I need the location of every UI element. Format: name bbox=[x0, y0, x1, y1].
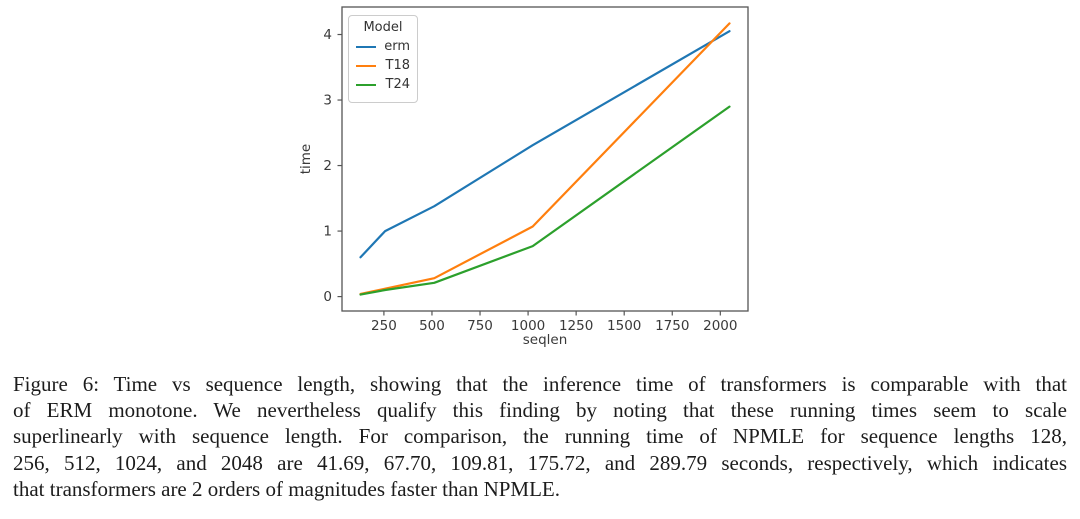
legend-item-T18: T18 bbox=[356, 59, 410, 72]
y-tick-label: 1 bbox=[323, 224, 332, 240]
legend-label: T24 bbox=[385, 77, 410, 92]
series-line-erm bbox=[359, 30, 731, 259]
series-line-T24 bbox=[359, 105, 731, 296]
x-tick-label: 1000 bbox=[511, 318, 545, 334]
x-axis-label: seqlen bbox=[523, 332, 568, 348]
legend-label: T18 bbox=[385, 58, 410, 73]
chart-legend: Model erm T18 T24 bbox=[348, 15, 418, 103]
y-tick-label: 3 bbox=[323, 93, 332, 109]
axes-frame bbox=[341, 6, 749, 312]
y-tick-label: 0 bbox=[323, 289, 332, 305]
y-tick-label: 4 bbox=[323, 27, 332, 43]
x-tick-label: 500 bbox=[419, 318, 445, 334]
legend-item-T24: T24 bbox=[356, 78, 410, 91]
x-tick-label: 1500 bbox=[607, 318, 641, 334]
legend-swatch-erm bbox=[356, 45, 376, 48]
caption-line: that transformers are 2 orders of magnit… bbox=[13, 476, 561, 501]
x-tick-label: 250 bbox=[371, 318, 397, 334]
legend-label: erm bbox=[384, 39, 410, 54]
figure-6-plot: 250 500 750 1000 1250 1500 1750 2000 0 1 2 3 4 seqlen… bbox=[298, 6, 749, 348]
x-tick-label: 750 bbox=[467, 318, 493, 334]
caption-line: of ERM monotone. We nevertheless qualify… bbox=[13, 398, 1067, 423]
legend-swatch-T24 bbox=[356, 83, 376, 86]
figure-caption: Figure 6: Time vs sequence length, showi… bbox=[13, 371, 1067, 502]
caption-line: superlinearly with sequence length. For … bbox=[13, 424, 1067, 449]
legend-title: Model bbox=[363, 20, 403, 35]
line-chart: 250 500 750 1000 1250 1500 1750 2000 0 1 2 3 4 seqlen… bbox=[298, 6, 749, 348]
y-axis-label: time bbox=[298, 144, 314, 175]
y-tick-label: 2 bbox=[323, 158, 332, 174]
caption-line: 256, 512, 1024, and 2048 are 41.69, 67.7… bbox=[13, 450, 1067, 475]
caption-line: Figure 6: Time vs sequence length, showi… bbox=[13, 372, 1067, 396]
x-tick-label: 1250 bbox=[559, 318, 593, 334]
legend-item-erm: erm bbox=[356, 40, 410, 53]
x-tick-label: 1750 bbox=[655, 318, 689, 334]
legend-rows: erm T18 T24 bbox=[356, 40, 410, 91]
legend-swatch-T18 bbox=[356, 64, 376, 67]
x-tick-label: 2000 bbox=[703, 318, 737, 334]
